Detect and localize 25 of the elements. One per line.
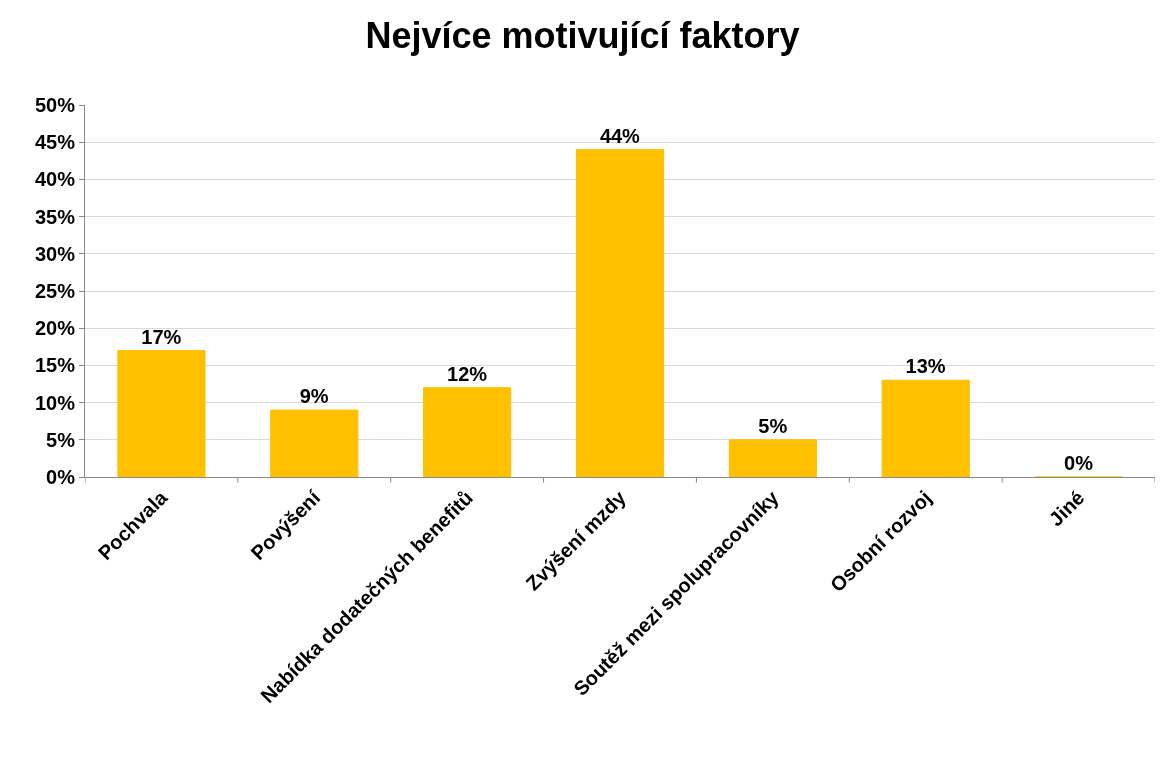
chart-title: Nejvíce motivující faktory xyxy=(365,14,800,56)
data-label: 0% xyxy=(1064,452,1094,474)
y-tick-label: 15% xyxy=(34,354,76,377)
data-label: 12% xyxy=(447,362,488,385)
data-label: 9% xyxy=(299,385,329,408)
y-tick-label: 5% xyxy=(46,428,76,451)
y-tick-label: 0% xyxy=(46,466,76,488)
data-label: 44% xyxy=(599,124,641,147)
bar xyxy=(728,439,817,477)
data-label: 5% xyxy=(758,414,788,437)
y-tick-label: 10% xyxy=(34,391,76,414)
y-tick-label: 25% xyxy=(34,280,76,302)
y-tick-label: 20% xyxy=(34,317,76,340)
bar xyxy=(423,387,512,477)
y-tick-label: 40% xyxy=(34,168,76,191)
bar xyxy=(270,409,359,477)
bar xyxy=(117,350,206,477)
data-label: 17% xyxy=(141,325,182,348)
data-label: 13% xyxy=(905,355,946,378)
y-tick-label: 45% xyxy=(34,131,76,154)
bar xyxy=(575,149,665,477)
bar xyxy=(881,379,970,477)
y-tick-label: 50% xyxy=(34,94,76,116)
y-tick-label: 30% xyxy=(34,242,76,265)
y-tick-label: 35% xyxy=(34,205,76,228)
